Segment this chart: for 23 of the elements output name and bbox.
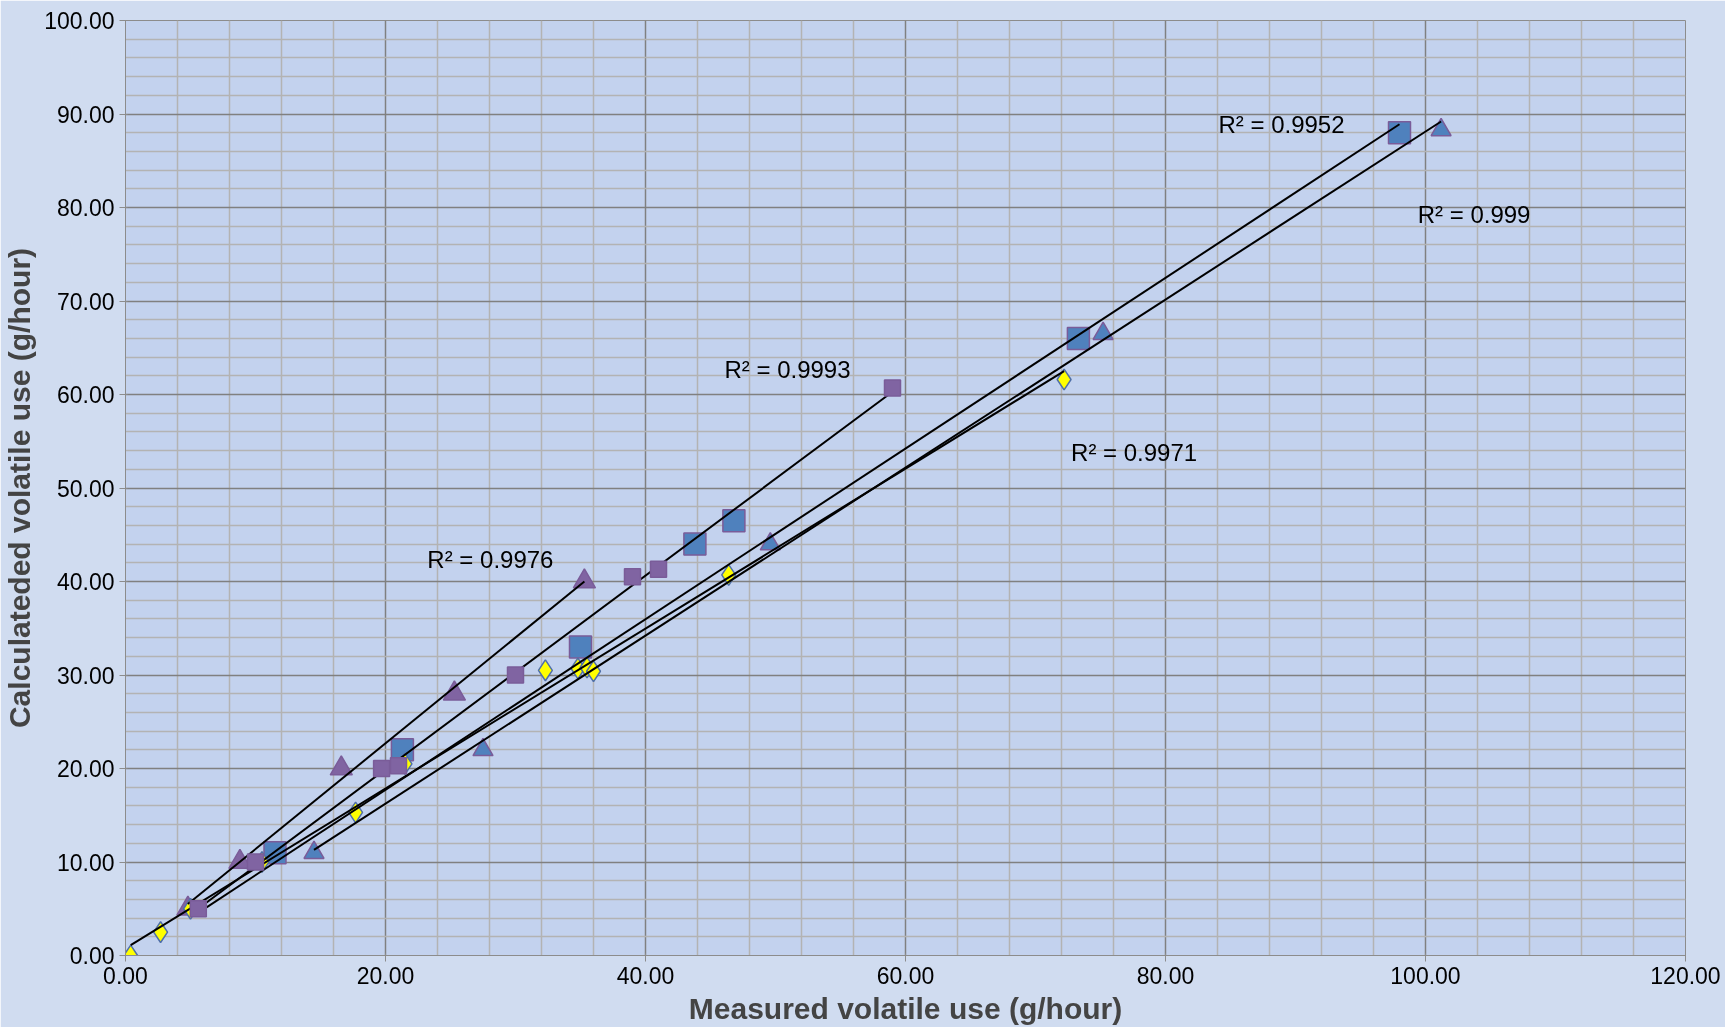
series-label: R² = 0.9952 bbox=[1218, 110, 1345, 138]
y-tick-label: 80.00 bbox=[56, 195, 115, 221]
y-axis-title: Calculateded volatile use (g/hour) bbox=[3, 247, 37, 729]
x-tick-label: 40.00 bbox=[616, 962, 675, 989]
y-tick-label: 100.00 bbox=[44, 8, 115, 34]
y-tick-label: 10.00 bbox=[56, 849, 115, 876]
y-tick-label: 50.00 bbox=[56, 475, 115, 502]
y-tick-label: 90.00 bbox=[56, 101, 115, 128]
y-tick-label: 20.00 bbox=[56, 756, 115, 782]
x-tick-label: 20.00 bbox=[356, 962, 415, 989]
y-tick-label: 40.00 bbox=[56, 569, 115, 595]
y-tick-label: 70.00 bbox=[56, 288, 115, 315]
text: R² = 0.999 bbox=[1417, 200, 1531, 228]
x-tick-label: 120.00 bbox=[1650, 962, 1721, 989]
series-label: R² = 0.9993 bbox=[724, 356, 851, 384]
y-tick-label: 30.00 bbox=[56, 662, 115, 689]
y-tick-label: 60.00 bbox=[56, 382, 115, 408]
x-tick-label: 80.00 bbox=[1136, 962, 1195, 989]
x-axis-title: Measured volatile use (g/hour) bbox=[688, 991, 1123, 1025]
x-tick-label: 100.00 bbox=[1390, 962, 1461, 989]
series-label: R² = 0.9976 bbox=[427, 546, 554, 573]
x-tick-label: 60.00 bbox=[876, 962, 935, 989]
text: R² = 0.9971 bbox=[1071, 438, 1198, 466]
